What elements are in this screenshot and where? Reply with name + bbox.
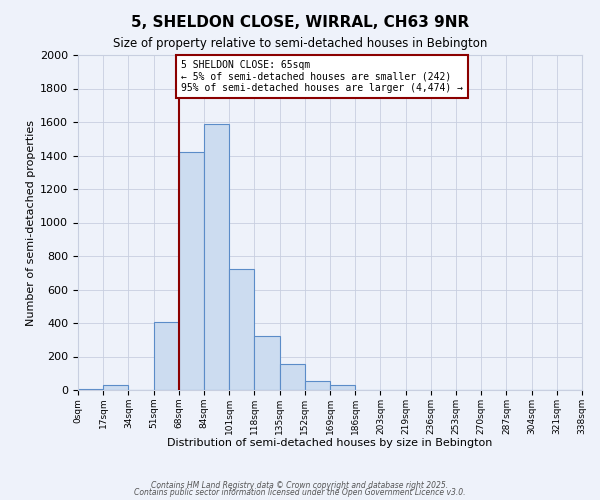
Bar: [229, 268, 254, 390]
Bar: [78, 389, 103, 390]
Text: Size of property relative to semi-detached houses in Bebington: Size of property relative to semi-detach…: [113, 38, 487, 51]
Bar: [280, 364, 305, 390]
Bar: [305, 381, 330, 390]
Text: Contains HM Land Registry data © Crown copyright and database right 2025.: Contains HM Land Registry data © Crown c…: [151, 480, 449, 490]
Bar: [103, 385, 128, 390]
Bar: [254, 336, 280, 390]
X-axis label: Distribution of semi-detached houses by size in Bebington: Distribution of semi-detached houses by …: [167, 438, 493, 448]
Bar: [179, 152, 204, 390]
Y-axis label: Number of semi-detached properties: Number of semi-detached properties: [26, 120, 36, 326]
Text: 5, SHELDON CLOSE, WIRRAL, CH63 9NR: 5, SHELDON CLOSE, WIRRAL, CH63 9NR: [131, 15, 469, 30]
Bar: [204, 124, 229, 390]
Bar: [154, 322, 179, 390]
Text: Contains public sector information licensed under the Open Government Licence v3: Contains public sector information licen…: [134, 488, 466, 497]
Bar: [330, 385, 355, 390]
Text: 5 SHELDON CLOSE: 65sqm
← 5% of semi-detached houses are smaller (242)
95% of sem: 5 SHELDON CLOSE: 65sqm ← 5% of semi-deta…: [181, 60, 463, 93]
